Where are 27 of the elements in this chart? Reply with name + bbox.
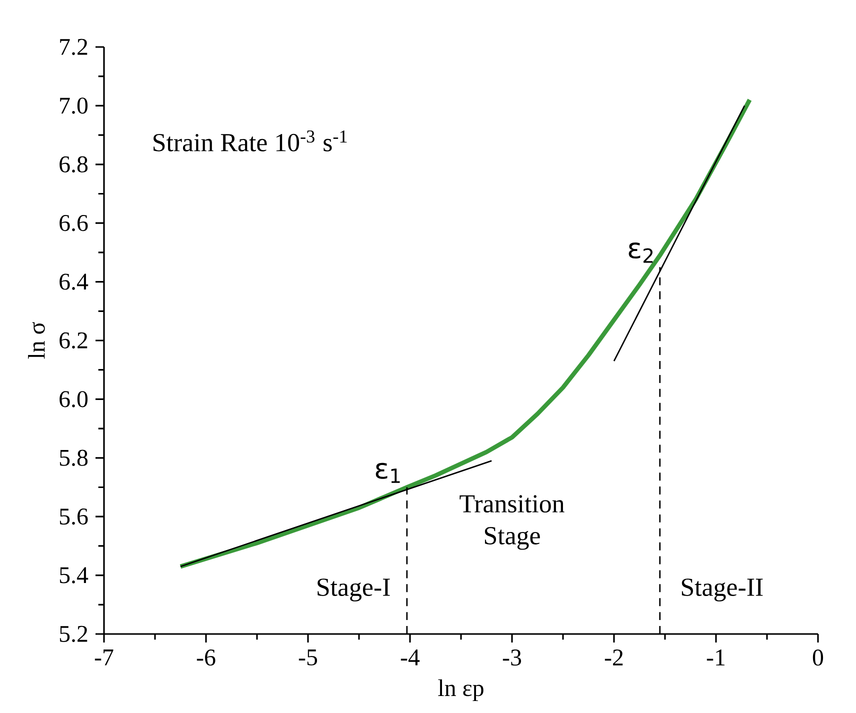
y-tick-label: 5.4 — [60, 567, 88, 584]
x-tick-label: -3 — [502, 650, 522, 666]
annotation: Stage-II — [682, 578, 763, 602]
y-tick-label: 6.4 — [60, 274, 88, 290]
x-tick-label: -1 — [706, 650, 725, 666]
annotation: ε$_{2}$ — [628, 242, 653, 263]
annotation: Transition Stage — [460, 495, 564, 550]
y-tick-label: 6.6 — [60, 215, 88, 232]
y-axis-title: ln σ — [28, 322, 45, 359]
x-tick-label: -7 — [94, 650, 114, 666]
y-tick-label: 6.0 — [60, 391, 88, 408]
annotation: Stage-I — [318, 578, 390, 602]
y-tick-label: 7.0 — [60, 98, 88, 114]
x-axis-title: ln εp — [438, 679, 484, 702]
y-tick-label: 5.2 — [60, 626, 88, 642]
y-tick-label: 5.8 — [60, 450, 88, 466]
x-tick-label: -2 — [604, 650, 623, 666]
y-tick-label: 7.2 — [60, 38, 88, 56]
y-tick-label: 6.8 — [60, 156, 88, 173]
x-tick-label: -6 — [196, 650, 216, 666]
annotation: Strain Rate 10$^{-3}$ s$^{-1}$ — [154, 130, 347, 152]
x-tick-label: -4 — [400, 650, 420, 666]
y-tick-label: 5.6 — [60, 508, 88, 525]
annotation: ε$_{1}$ — [376, 462, 400, 483]
x-tick-label: -5 — [298, 650, 318, 666]
x-tick-label: 0 — [812, 650, 824, 666]
y-tick-label: 6.2 — [60, 332, 88, 349]
